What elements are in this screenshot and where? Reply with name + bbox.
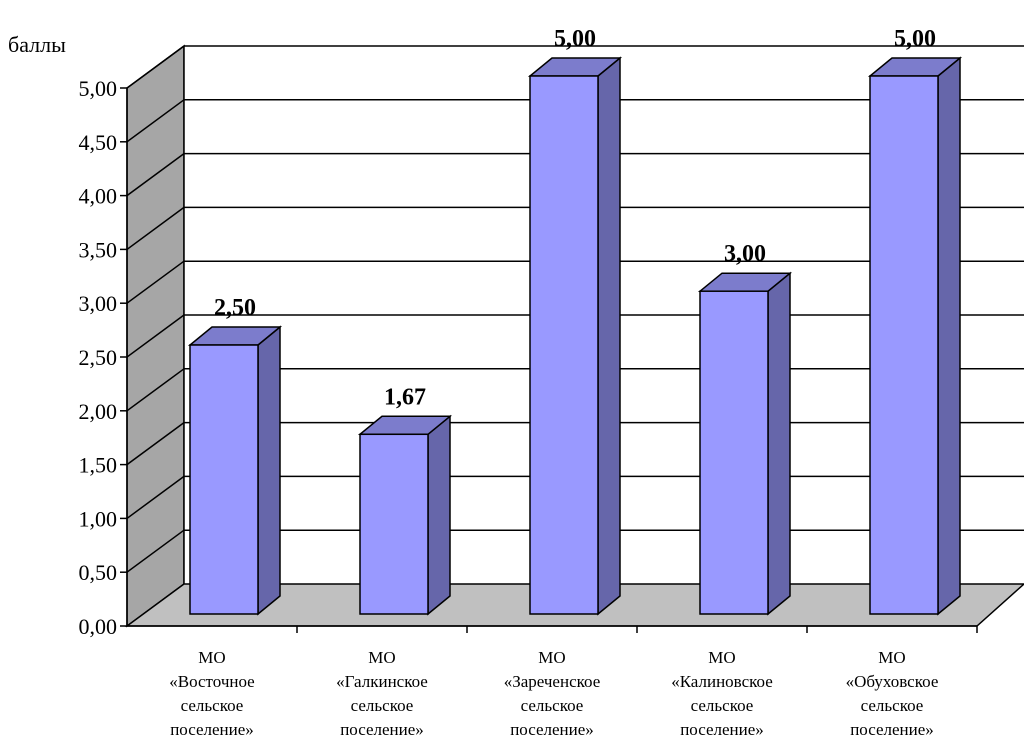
category-label: МО «Обуховское сельское поселение» — [846, 648, 939, 739]
x-axis-labels: МО «Восточное сельское поселение» МО «Галкинс… — [169, 648, 938, 739]
bar — [187, 325, 283, 616]
gridline-side — [126, 99, 185, 143]
bar — [527, 56, 623, 616]
category-label-line: МО — [198, 648, 225, 667]
y-tick-label: 3,00 — [79, 291, 118, 316]
gridline-side — [126, 314, 185, 358]
bar-front — [869, 75, 939, 615]
value-label: 3,00 — [724, 241, 766, 267]
category-label-line: поселение» — [340, 720, 424, 739]
bar-front — [359, 433, 429, 615]
gridline-side — [126, 206, 185, 251]
category-label: МО «Калиновское сельское поселение» — [671, 648, 773, 739]
category-label-line: поселение» — [510, 720, 594, 739]
category-label-line: «Калиновское — [671, 672, 773, 691]
category-label-line: сельское — [181, 696, 244, 715]
bar-side — [767, 271, 791, 616]
value-label: 2,50 — [214, 295, 256, 321]
category-label-line: сельское — [691, 696, 754, 715]
category-label-line: поселение» — [680, 720, 764, 739]
value-label: 5,00 — [894, 26, 936, 52]
gridline-side — [126, 368, 185, 412]
y-tick-label: 1,00 — [79, 506, 118, 531]
y-tick-label: 2,00 — [79, 399, 118, 424]
gridline-side — [126, 260, 185, 304]
gridline-side — [126, 45, 185, 89]
category-label-line: поселение» — [850, 720, 934, 739]
category-label-line: «Галкинское — [336, 672, 428, 691]
y-tick-label: 0,00 — [79, 614, 118, 639]
gridline-side — [126, 421, 185, 466]
category-label-line: МО — [368, 648, 395, 667]
bar — [697, 271, 793, 616]
y-tick-label: 5,00 — [79, 76, 118, 101]
gridline-side — [126, 475, 185, 520]
y-tick-label: 2,50 — [79, 345, 118, 370]
bar-front — [529, 75, 599, 615]
bar — [357, 414, 453, 616]
y-tick-label: 4,50 — [79, 130, 118, 155]
category-label-line: сельское — [351, 696, 414, 715]
bar-side — [257, 325, 281, 616]
category-label-line: МО — [538, 648, 565, 667]
y-tick-label: 4,00 — [79, 184, 118, 209]
category-label: МО «Зареченское сельское поселение» — [504, 648, 601, 739]
bar-front — [189, 344, 259, 615]
bar-side — [427, 414, 451, 616]
y-tick-label: 3,50 — [79, 237, 118, 262]
category-label: МО «Галкинское сельское поселение» — [336, 648, 428, 739]
category-label-line: МО — [708, 648, 735, 667]
value-label: 5,00 — [554, 26, 596, 52]
category-label-line: «Восточное — [169, 672, 254, 691]
category-label-line: МО — [878, 648, 905, 667]
bar-front — [699, 290, 769, 615]
category-label-line: поселение» — [170, 720, 254, 739]
value-labels: 2,50 1,67 5,00 3,00 5,00 — [214, 26, 936, 410]
gridline-side — [126, 529, 185, 573]
bar-side — [597, 56, 621, 616]
category-label-line: сельское — [521, 696, 584, 715]
bar-side — [937, 56, 961, 616]
category-label-line: сельское — [861, 696, 924, 715]
bars — [187, 56, 963, 616]
category-label-line: «Зареченское — [504, 672, 601, 691]
category-label-line: «Обуховское — [846, 672, 939, 691]
y-tick-label: 0,50 — [79, 560, 118, 585]
y-axis-unit-label: баллы — [8, 32, 66, 57]
value-label: 1,67 — [384, 384, 426, 410]
y-tick-label: 1,50 — [79, 453, 118, 478]
gridline-side — [126, 152, 185, 197]
y-axis: 0,00 0,50 1,00 1,50 2,00 2,50 3,00 3,50 4,00 4,50… — [79, 76, 978, 639]
category-label: МО «Восточное сельское поселение» — [169, 648, 254, 739]
bar — [867, 56, 963, 616]
